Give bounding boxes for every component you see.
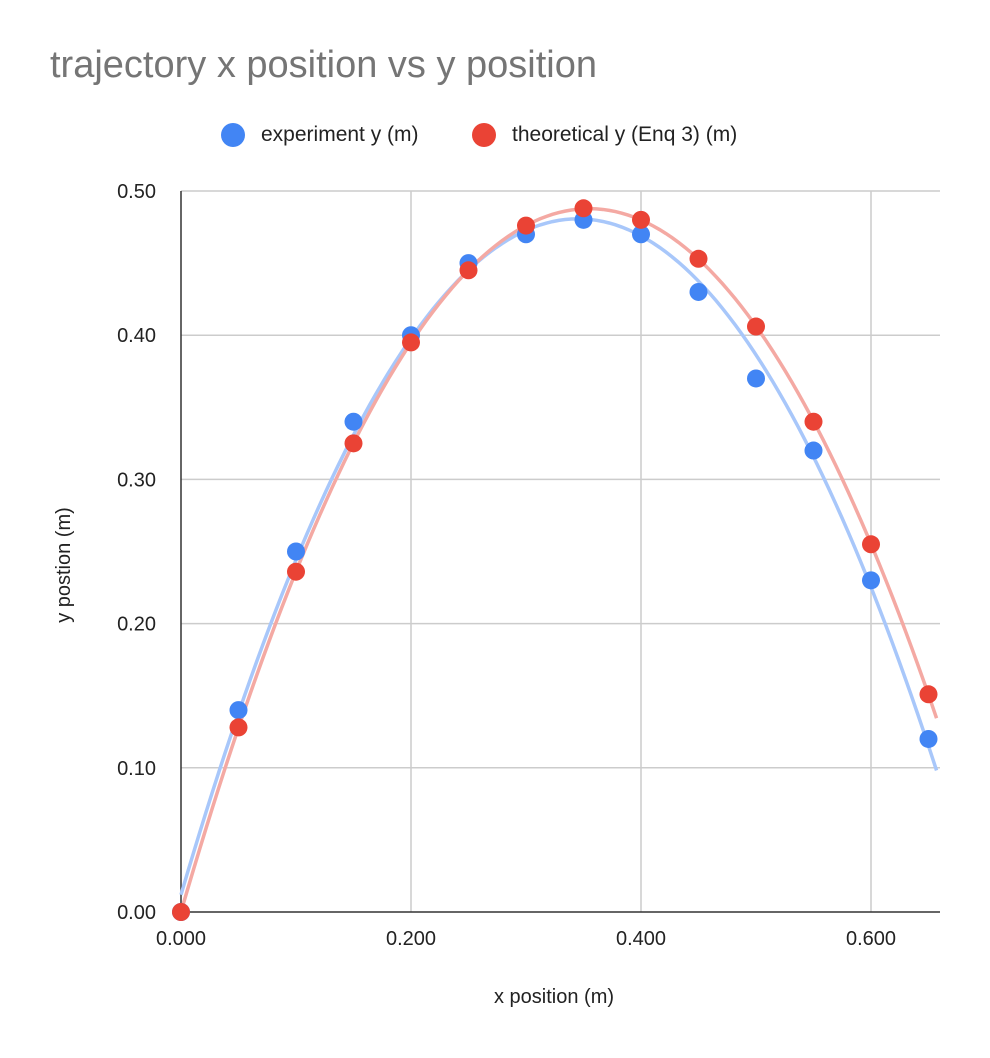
data-point-theoretical[interactable] bbox=[402, 333, 420, 352]
y-tick-label: 0.10 bbox=[117, 758, 156, 780]
y-tick-label: 0.40 bbox=[117, 325, 156, 347]
y-tick-label: 0.20 bbox=[117, 614, 156, 636]
y-tick-label: 0.50 bbox=[117, 181, 156, 203]
data-point-theoretical[interactable] bbox=[344, 434, 363, 453]
data-point-experiment[interactable] bbox=[804, 441, 823, 460]
legend-marker-experiment bbox=[221, 123, 245, 147]
y-tick-label: 0.00 bbox=[117, 902, 156, 924]
x-tick-label: 0.400 bbox=[616, 928, 666, 950]
legend-item-experiment[interactable]: experiment y (m) bbox=[221, 118, 419, 152]
y-axis-title: y postion (m) bbox=[53, 507, 75, 623]
data-point-theoretical[interactable] bbox=[919, 685, 938, 704]
data-point-theoretical[interactable] bbox=[689, 249, 708, 268]
data-point-experiment[interactable] bbox=[229, 701, 248, 720]
tick-labels: 0.00 0.10 0.20 0.30 0.40 0.50 0.000 0.200 0.400 0… bbox=[117, 181, 896, 950]
x-tick-label: 0.000 bbox=[156, 928, 206, 950]
data-point-theoretical[interactable] bbox=[172, 903, 190, 921]
data-point-experiment[interactable] bbox=[632, 225, 650, 244]
data-point-experiment[interactable] bbox=[287, 542, 305, 561]
data-point-experiment[interactable] bbox=[747, 369, 765, 388]
x-tick-label: 0.600 bbox=[846, 928, 896, 950]
data-point-experiment[interactable] bbox=[862, 571, 880, 590]
x-tick-label: 0.200 bbox=[386, 928, 436, 950]
data-point-experiment[interactable] bbox=[919, 729, 938, 748]
chart-title: trajectory x position vs y position bbox=[50, 44, 598, 86]
data-point-experiment[interactable] bbox=[689, 282, 708, 301]
data-point-theoretical[interactable] bbox=[459, 261, 478, 280]
y-tick-label: 0.30 bbox=[117, 469, 156, 491]
data-point-theoretical[interactable] bbox=[862, 535, 880, 554]
data-point-theoretical[interactable] bbox=[632, 210, 650, 229]
data-point-theoretical[interactable] bbox=[287, 562, 305, 581]
data-point-theoretical[interactable] bbox=[574, 199, 593, 218]
data-point-experiment[interactable] bbox=[344, 412, 363, 431]
data-points bbox=[172, 199, 938, 921]
data-point-theoretical[interactable] bbox=[229, 718, 248, 737]
legend-label-experiment: experiment y (m) bbox=[261, 123, 419, 146]
axes bbox=[180, 191, 940, 913]
grid bbox=[181, 190, 940, 912]
legend-label-theoretical: theoretical y (Enq 3) (m) bbox=[512, 123, 738, 146]
data-point-theoretical[interactable] bbox=[804, 412, 823, 431]
legend: experiment y (m) theoretical y (Enq 3) (… bbox=[0, 118, 990, 152]
x-axis-title: x position (m) bbox=[494, 986, 614, 1008]
legend-item-theoretical[interactable]: theoretical y (Enq 3) (m) bbox=[472, 118, 737, 152]
data-point-theoretical[interactable] bbox=[747, 317, 765, 336]
legend-marker-theoretical bbox=[472, 123, 496, 147]
data-point-theoretical[interactable] bbox=[517, 216, 535, 235]
